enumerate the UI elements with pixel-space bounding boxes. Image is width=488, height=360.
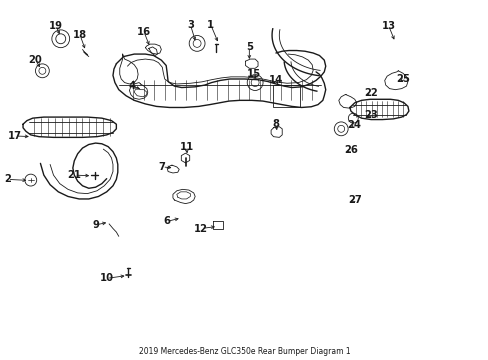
Text: 4: 4 bbox=[128, 81, 136, 91]
Text: 12: 12 bbox=[194, 224, 207, 234]
Text: 26: 26 bbox=[343, 145, 357, 155]
Text: 20: 20 bbox=[29, 55, 42, 65]
Text: 14: 14 bbox=[268, 75, 283, 85]
Text: 24: 24 bbox=[347, 120, 361, 130]
Text: 21: 21 bbox=[67, 170, 81, 180]
Text: 2019 Mercedes-Benz GLC350e Rear Bumper Diagram 1: 2019 Mercedes-Benz GLC350e Rear Bumper D… bbox=[139, 347, 349, 356]
Text: 5: 5 bbox=[245, 42, 252, 52]
Text: 1: 1 bbox=[206, 19, 214, 30]
Text: 16: 16 bbox=[137, 27, 151, 37]
Text: 6: 6 bbox=[163, 216, 170, 226]
Text: 17: 17 bbox=[8, 131, 22, 141]
Text: 22: 22 bbox=[364, 88, 377, 98]
Text: 8: 8 bbox=[272, 119, 279, 129]
Text: 19: 19 bbox=[49, 21, 63, 31]
Text: 11: 11 bbox=[179, 141, 193, 152]
Text: 18: 18 bbox=[73, 30, 87, 40]
Text: 27: 27 bbox=[347, 195, 361, 205]
Bar bbox=[272, 85, 300, 107]
Text: 13: 13 bbox=[381, 21, 395, 31]
Text: 7: 7 bbox=[159, 162, 165, 172]
Text: 23: 23 bbox=[364, 109, 377, 120]
Text: 15: 15 bbox=[246, 69, 261, 79]
Text: 10: 10 bbox=[100, 273, 113, 283]
Text: 9: 9 bbox=[92, 220, 99, 230]
Text: 25: 25 bbox=[395, 74, 409, 84]
Text: 2: 2 bbox=[4, 174, 11, 184]
Text: 3: 3 bbox=[186, 19, 193, 30]
